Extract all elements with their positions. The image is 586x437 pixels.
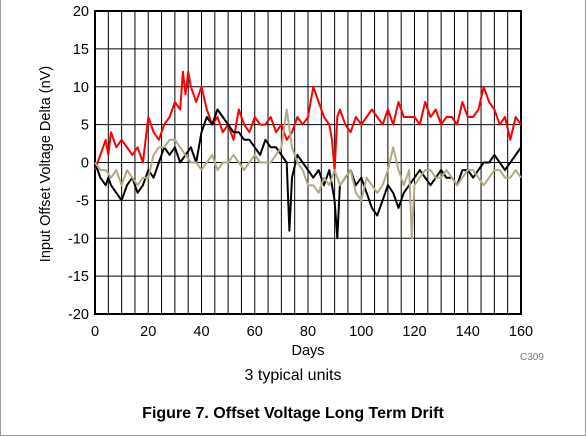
y-tick-label: 15 — [73, 42, 89, 58]
y-tick-labels: -20 -15 -10 -5 0 5 10 15 20 — [68, 4, 89, 323]
y-tick-label: 5 — [81, 118, 89, 134]
y-tick-label: -5 — [76, 193, 89, 209]
y-tick-label: -15 — [68, 269, 89, 285]
series-line-1 — [94, 70, 522, 172]
y-tick-label: -20 — [68, 307, 89, 323]
x-tick-label: 60 — [247, 324, 263, 340]
figure-caption: Figure 7. Offset Voltage Long Term Drift — [142, 405, 444, 422]
x-tick-label: 20 — [140, 324, 156, 340]
x-tick-label: 160 — [509, 324, 533, 340]
chart-note: 3 typical units — [244, 367, 342, 384]
x-tick-label: 0 — [91, 324, 99, 340]
x-tick-label: 40 — [193, 324, 209, 340]
x-tick-label: 100 — [349, 324, 373, 340]
y-tick-label: 20 — [73, 4, 89, 20]
x-tick-label: 140 — [456, 324, 480, 340]
series-line-3 — [94, 108, 522, 240]
x-axis-label: Days — [291, 343, 324, 359]
series-line-2 — [94, 108, 522, 240]
y-axis-label: Input Offset Voltage Delta (nV) — [38, 66, 54, 262]
x-tick-label: 80 — [300, 324, 316, 340]
series-layer — [94, 70, 522, 240]
figure-code: C309 — [520, 352, 544, 363]
y-tick-label: 0 — [81, 156, 89, 172]
offset-drift-chart: -20 -15 -10 -5 0 5 10 15 20 0 20 40 60 80 100 120 140 16… — [38, 4, 533, 359]
y-tick-label: -10 — [68, 231, 89, 247]
x-tick-label: 120 — [402, 324, 426, 340]
y-tick-label: 10 — [73, 80, 89, 96]
x-tick-labels: 0 20 40 60 80 100 120 140 160 — [91, 324, 533, 340]
